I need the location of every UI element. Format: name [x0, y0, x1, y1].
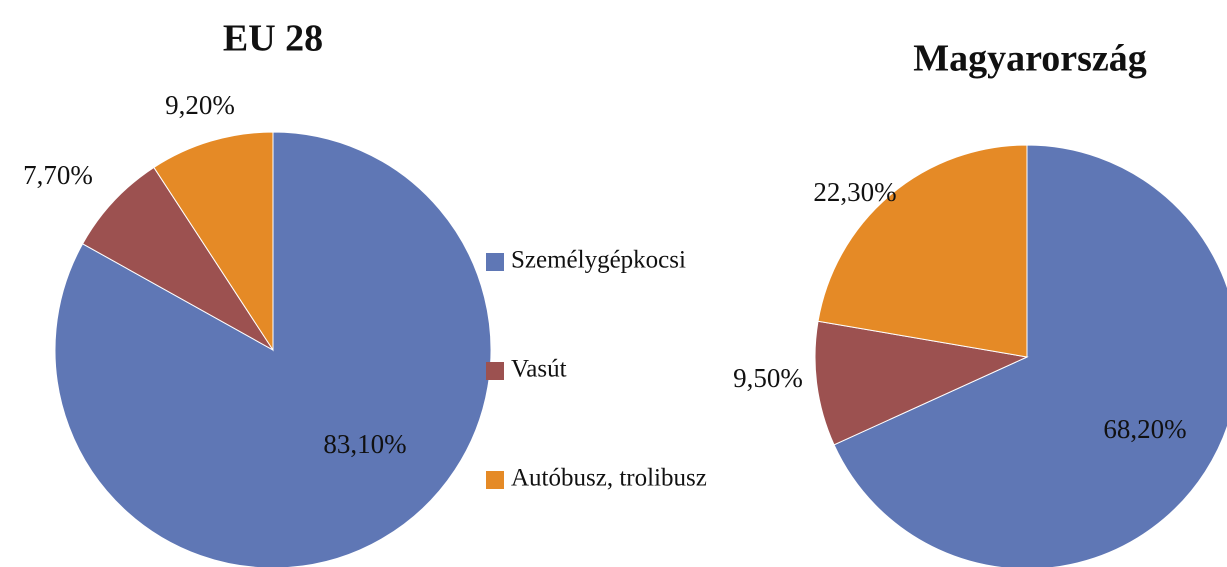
- data-label: 22,30%: [813, 177, 896, 207]
- legend-label: Személygépkocsi: [511, 247, 686, 274]
- pie-slice: [153, 131, 274, 352]
- legend-swatch: [486, 362, 504, 380]
- pie-slice: [814, 320, 1029, 446]
- data-label: 9,20%: [165, 90, 235, 120]
- pie-slice: [817, 144, 1028, 358]
- legend-label: Vasút: [511, 356, 567, 383]
- data-label: 83,10%: [323, 429, 406, 459]
- data-label: 9,50%: [733, 363, 803, 393]
- legend-swatch: [486, 471, 504, 489]
- data-label: 68,20%: [1103, 414, 1186, 444]
- chart-title: Magyarország: [913, 38, 1147, 80]
- legend-swatch: [486, 253, 504, 271]
- data-label: 7,70%: [23, 160, 93, 190]
- pie-slice: [833, 144, 1227, 567]
- pie-slice: [81, 166, 274, 351]
- legend-label: Autóbusz, trolibusz: [511, 465, 707, 492]
- chart-title: EU 28: [223, 18, 323, 60]
